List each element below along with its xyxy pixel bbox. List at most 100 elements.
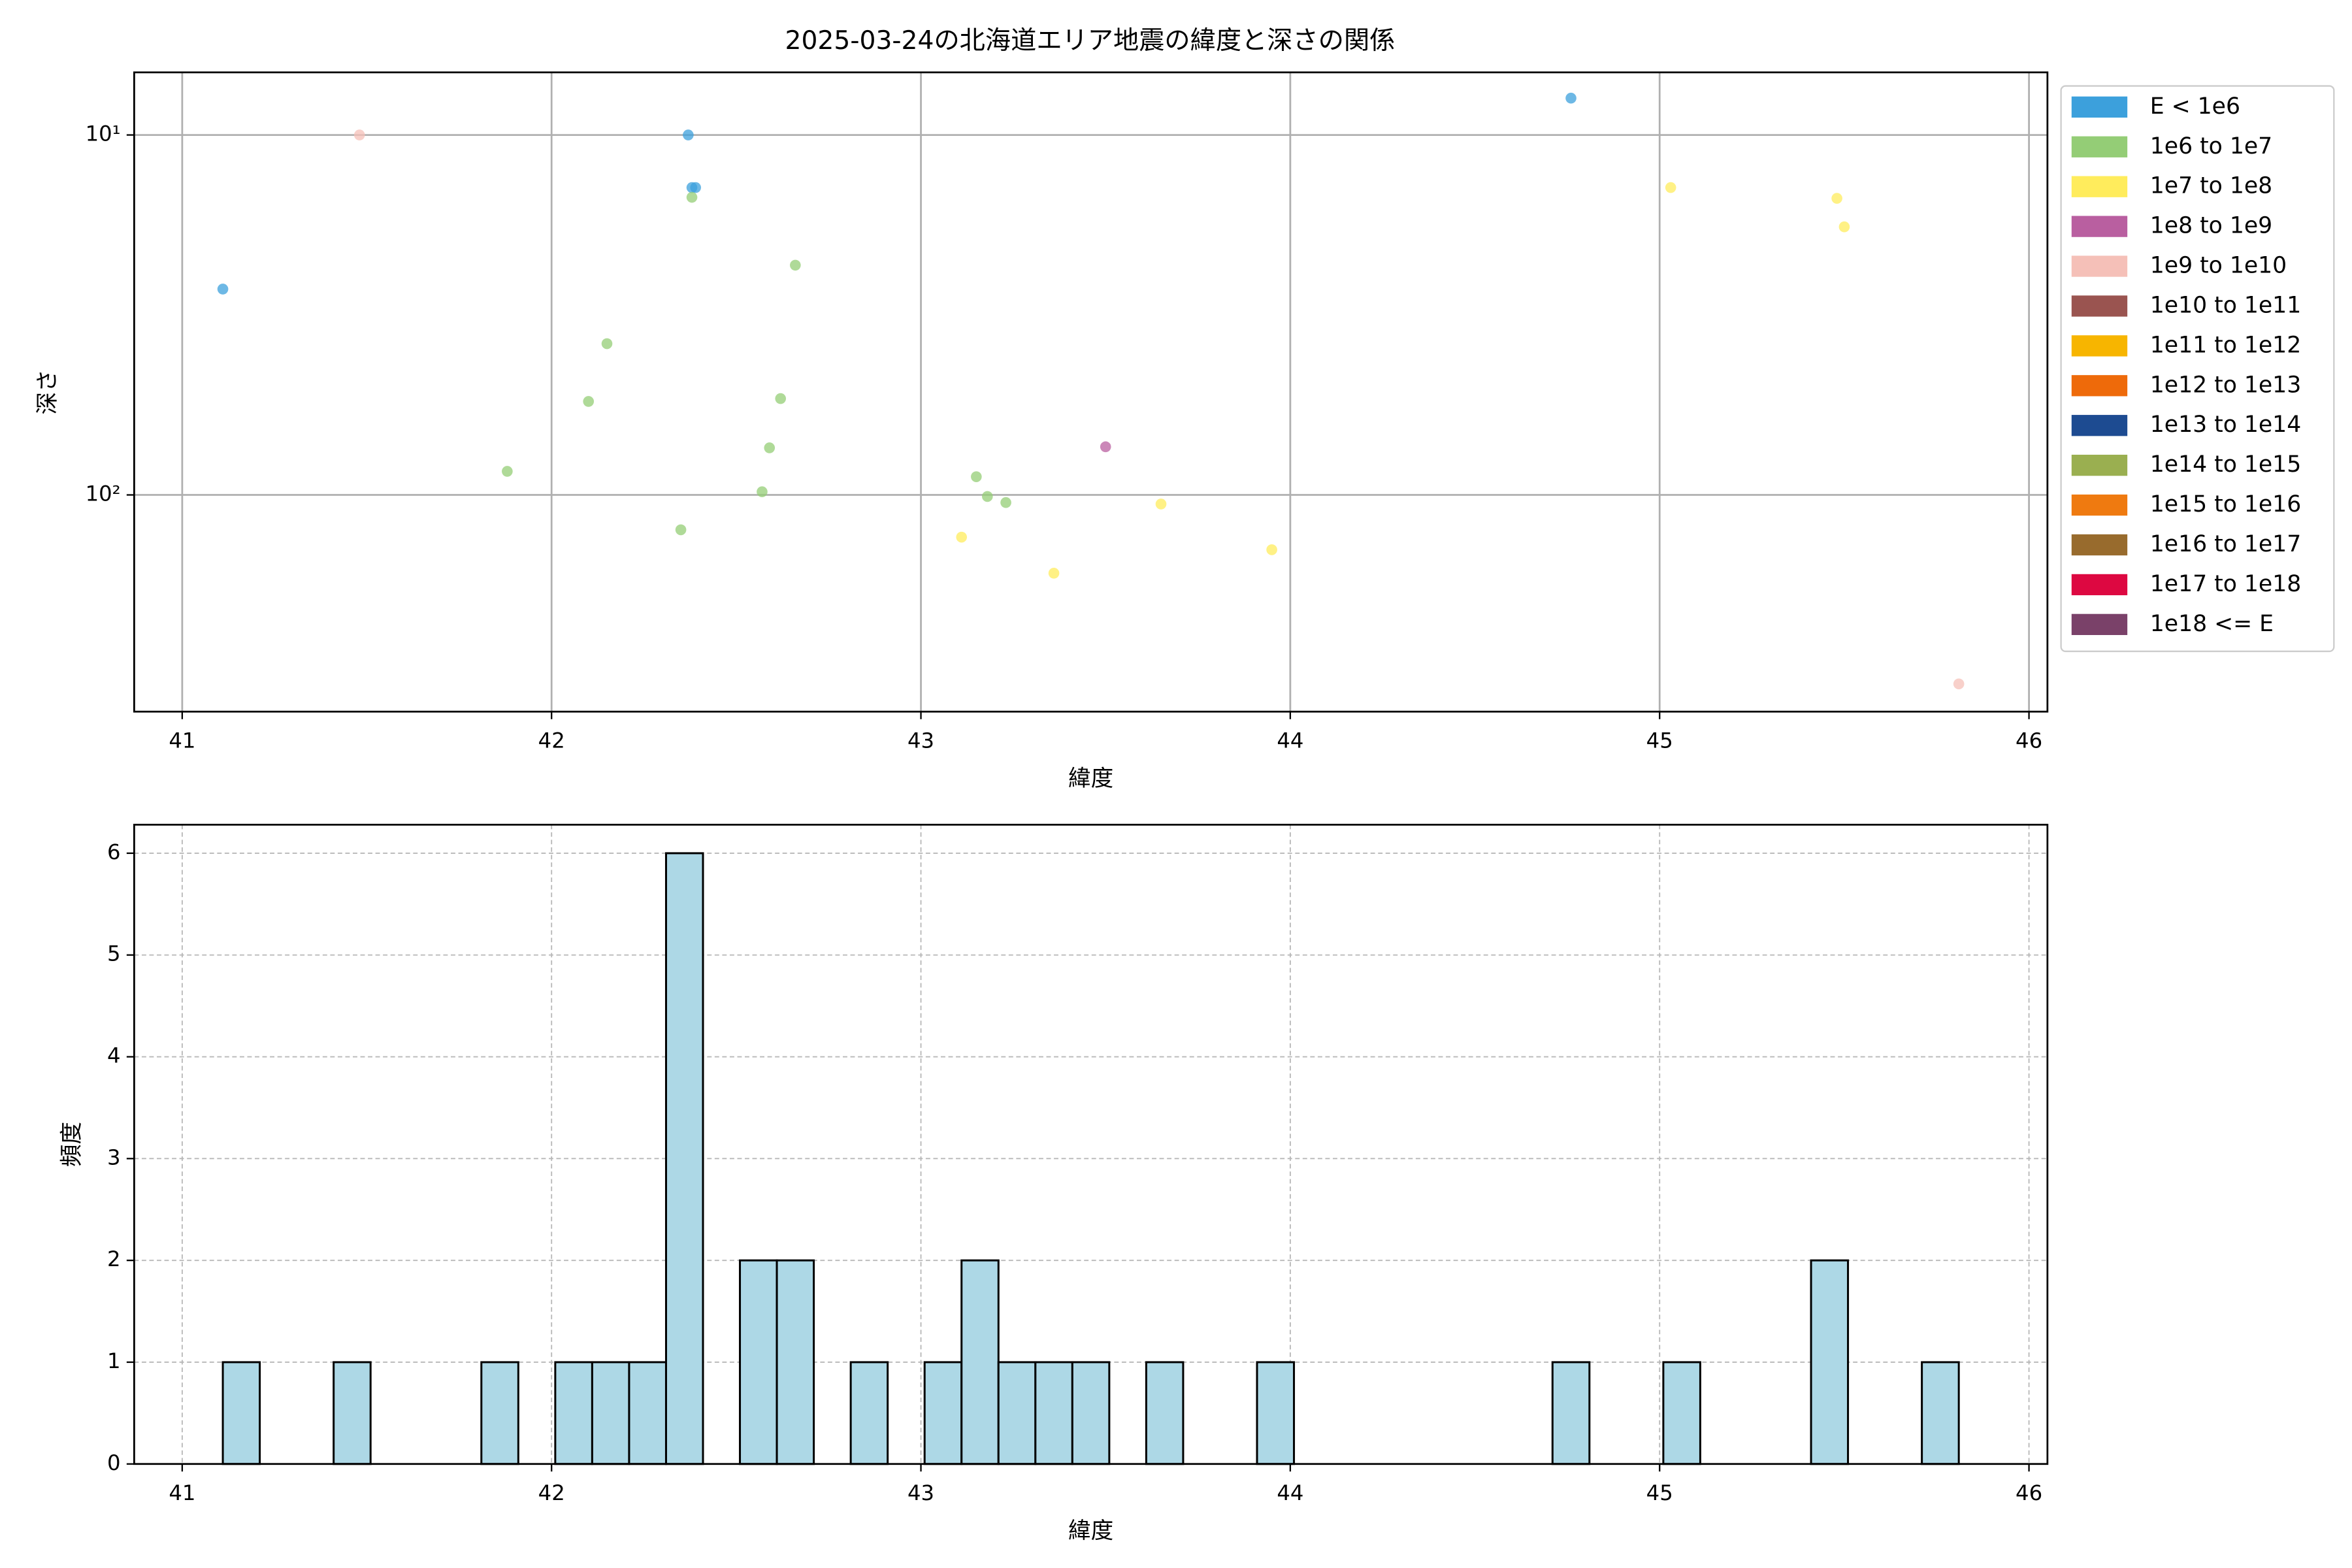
histogram-bar xyxy=(776,1259,815,1465)
legend-label: 1e17 to 1e18 xyxy=(2150,571,2301,597)
x-tick-label: 42 xyxy=(538,728,565,753)
scatter-point xyxy=(675,524,687,536)
scatter-point xyxy=(686,191,698,203)
x-tick-label: 43 xyxy=(907,728,934,753)
y-tick-label: 1 xyxy=(107,1348,121,1373)
scatter-point xyxy=(757,486,768,498)
scatter-point xyxy=(1565,92,1576,104)
scatter-point xyxy=(1048,568,1060,579)
scatter-point xyxy=(764,442,776,453)
x-tick-label: 41 xyxy=(169,728,195,753)
legend-label: 1e15 to 1e16 xyxy=(2150,491,2301,517)
legend-label: 1e13 to 1e14 xyxy=(2150,412,2301,438)
x-tick-label: 42 xyxy=(538,1480,565,1505)
legend-swatch xyxy=(2071,295,2128,317)
y-axis-label: 深さ xyxy=(35,369,61,414)
legend-swatch xyxy=(2071,613,2128,635)
scatter-point xyxy=(971,471,982,482)
scatter-point xyxy=(956,531,968,543)
y-tick-label: 10² xyxy=(86,482,121,506)
scatter-point xyxy=(690,182,702,193)
y-tick-label: 5 xyxy=(107,941,121,966)
histogram-bar xyxy=(1034,1361,1073,1465)
y-tick-label: 0 xyxy=(107,1450,121,1475)
y-tick-label: 3 xyxy=(107,1145,121,1169)
scatter-point xyxy=(502,466,513,477)
legend-swatch xyxy=(2071,574,2128,596)
legend-swatch xyxy=(2071,176,2128,197)
y-tick-label: 10¹ xyxy=(86,122,121,146)
histogram-bar xyxy=(1662,1361,1701,1465)
legend-swatch xyxy=(2071,96,2128,118)
scatter-point xyxy=(1155,498,1167,510)
x-tick-label: 41 xyxy=(169,1480,195,1505)
histogram-bar xyxy=(1145,1361,1184,1465)
scatter-point xyxy=(1000,497,1011,508)
legend-label: 1e6 to 1e7 xyxy=(2150,133,2272,159)
y-tick-label: 4 xyxy=(107,1043,121,1068)
scatter-point xyxy=(683,129,694,140)
x-tick-label: 44 xyxy=(1277,1480,1303,1505)
y-axis-label: 頻度 xyxy=(59,1122,85,1167)
legend-label: 1e14 to 1e15 xyxy=(2150,451,2301,478)
x-tick-label: 43 xyxy=(907,1480,934,1505)
histogram-bar xyxy=(960,1259,1000,1465)
legend-label: 1e7 to 1e8 xyxy=(2150,173,2272,199)
legend-label: 1e12 to 1e13 xyxy=(2150,372,2301,398)
legend-swatch xyxy=(2071,494,2128,516)
histogram-bar xyxy=(664,852,704,1465)
legend-swatch xyxy=(2071,455,2128,476)
legend-swatch xyxy=(2071,415,2128,436)
scatter-point xyxy=(583,396,595,407)
x-tick-label: 45 xyxy=(1646,728,1673,753)
legend-swatch xyxy=(2071,335,2128,357)
histogram-bar xyxy=(923,1361,963,1465)
plot-frame xyxy=(133,71,2049,713)
legend-swatch xyxy=(2071,216,2128,237)
scatter-point xyxy=(1838,221,1850,233)
scatter-point xyxy=(1831,193,1842,204)
legend-swatch xyxy=(2071,136,2128,157)
scatter-point xyxy=(353,129,365,140)
legend-label: 1e10 to 1e11 xyxy=(2150,292,2301,318)
scatter-point xyxy=(790,259,801,271)
scatter-point xyxy=(601,338,613,350)
scatter-point xyxy=(1100,441,1111,453)
legend-swatch xyxy=(2071,255,2128,277)
histogram-bar xyxy=(628,1361,667,1465)
x-tick-label: 45 xyxy=(1646,1480,1673,1505)
x-tick-label: 46 xyxy=(2016,728,2042,753)
x-axis-label: 緯度 xyxy=(1068,766,1113,792)
legend: E < 1e6 1e6 to 1e7 1e7 to 1e8 1e8 to 1e9 1e9… xyxy=(2060,85,2335,653)
legend-label: E < 1e6 xyxy=(2150,93,2240,120)
scatter-point xyxy=(217,284,229,295)
legend-box xyxy=(2060,85,2335,653)
scatter-point xyxy=(982,491,993,502)
scatter-point xyxy=(775,393,787,404)
histogram-bar xyxy=(333,1361,372,1465)
legend-label: 1e16 to 1e17 xyxy=(2150,531,2301,557)
x-tick-label: 46 xyxy=(2016,1480,2042,1505)
y-tick-label: 2 xyxy=(107,1247,121,1271)
histogram-bar xyxy=(997,1361,1037,1465)
y-tick-label: 6 xyxy=(107,840,121,864)
legend-label: 1e8 to 1e9 xyxy=(2150,213,2272,239)
histogram-bar xyxy=(1921,1361,1960,1465)
histogram-bar xyxy=(1071,1361,1111,1465)
histogram-bar xyxy=(221,1361,261,1465)
legend-label: 1e18 <= E xyxy=(2150,611,2274,637)
legend-label: 1e11 to 1e12 xyxy=(2150,332,2301,358)
scatter-point xyxy=(1665,182,1676,193)
histogram-bar xyxy=(739,1259,778,1465)
legend-swatch xyxy=(2071,375,2128,397)
legend-label: 1e9 to 1e10 xyxy=(2150,253,2287,279)
histogram-bar xyxy=(1551,1361,1591,1465)
chart-title: 2025-03-24の北海道エリア地震の緯度と深さの関係 xyxy=(785,26,1396,56)
histogram-bar xyxy=(849,1361,889,1465)
histogram-bar xyxy=(591,1361,630,1465)
legend-swatch xyxy=(2071,534,2128,556)
histogram-bar xyxy=(1810,1259,1850,1465)
plot-frame xyxy=(133,823,2049,1465)
